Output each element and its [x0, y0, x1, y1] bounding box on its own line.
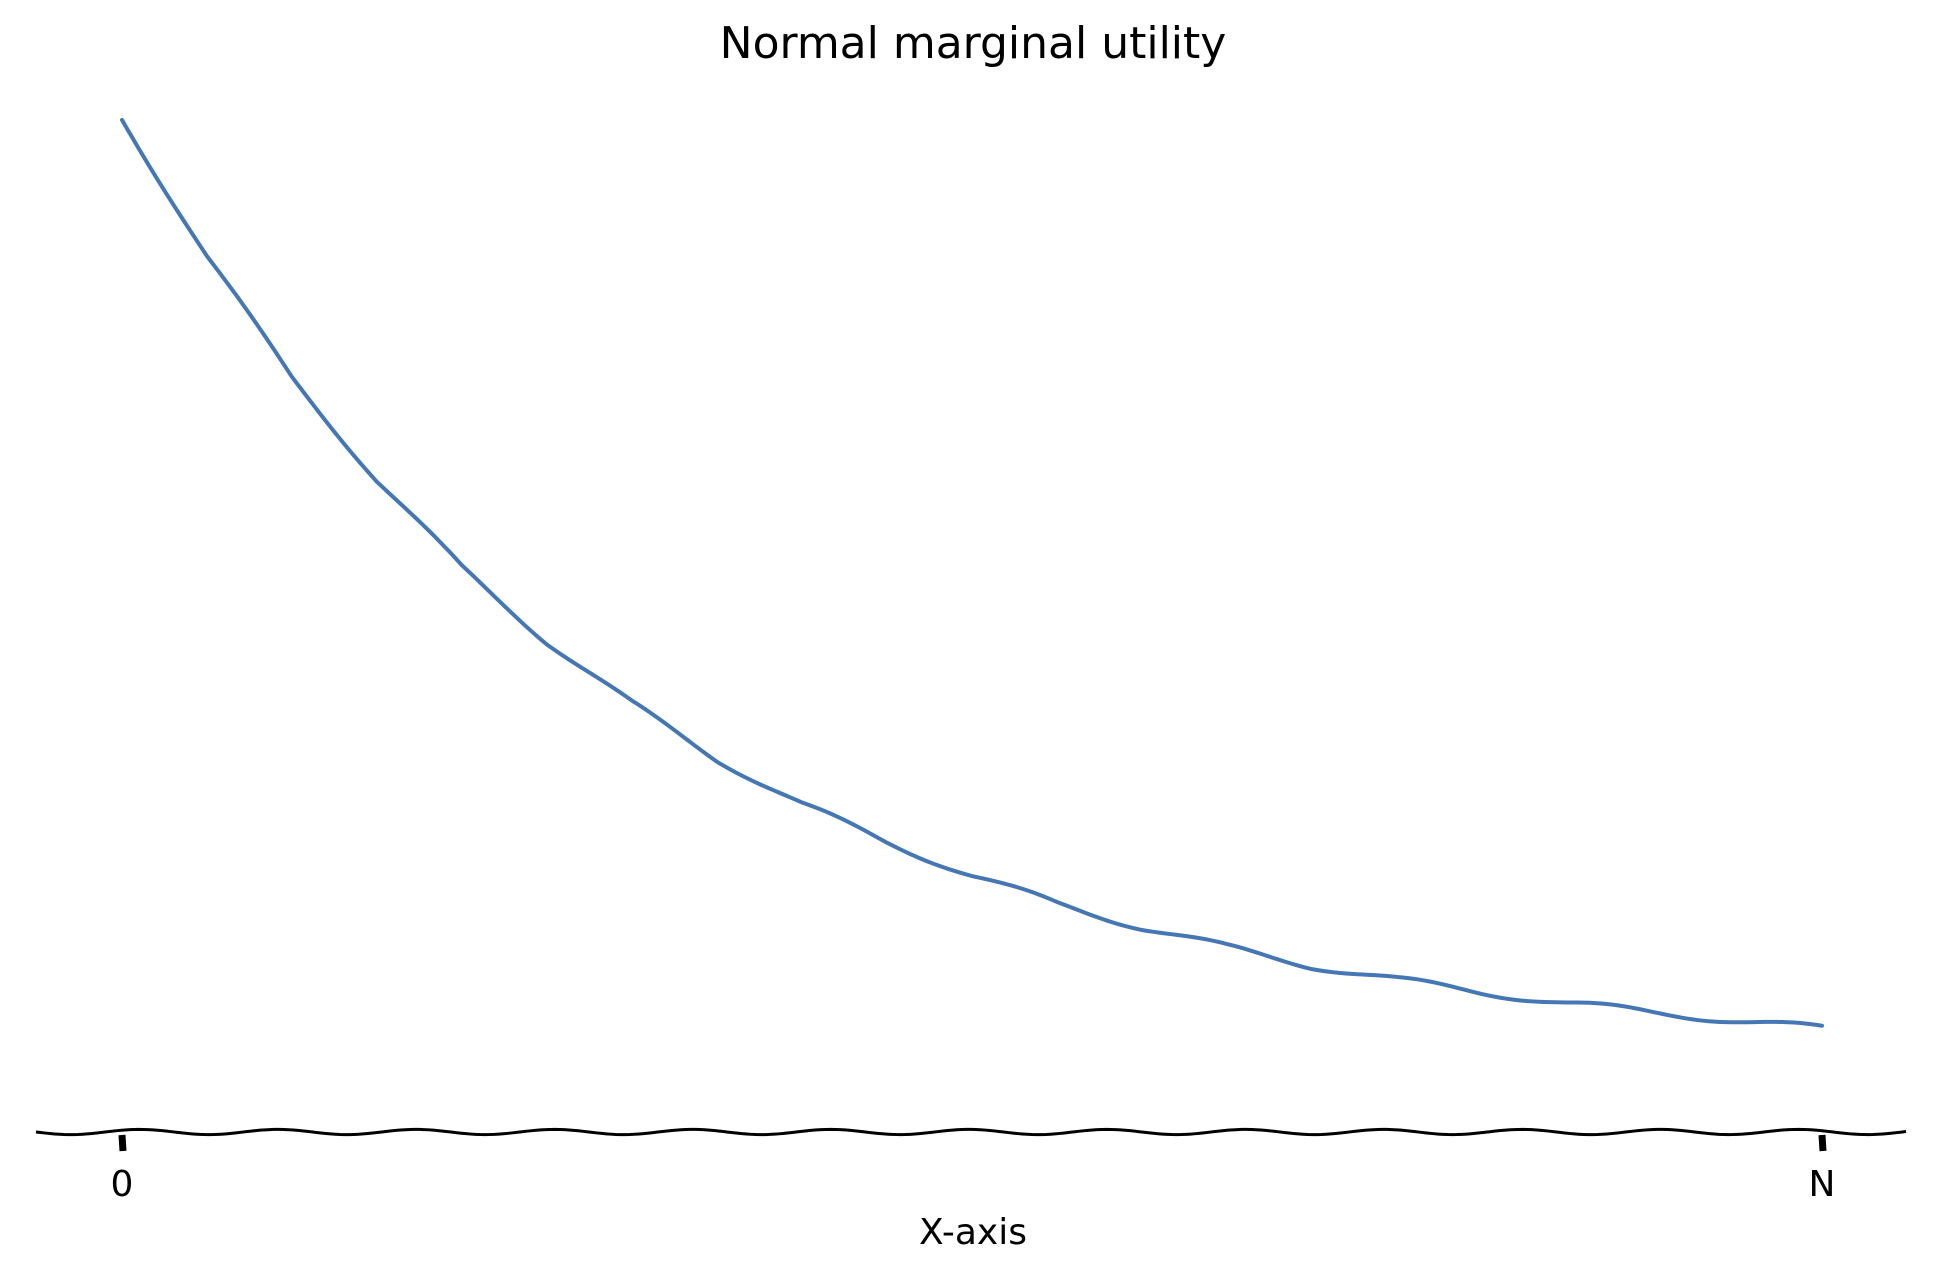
x-axis-label: X-axis [919, 1212, 1027, 1253]
x-tick-label: 0 [111, 1164, 134, 1205]
x-tick-mark [118, 1134, 127, 1152]
x-tick-label: N [1809, 1164, 1836, 1205]
series-line-0 [120, 117, 1824, 1028]
x-axis-line [35, 1127, 1907, 1137]
x-axis [35, 1127, 1907, 1137]
series-layer [120, 117, 1824, 1028]
chart-title: Normal marginal utility [720, 18, 1227, 69]
x-tick-mark [1818, 1134, 1827, 1152]
